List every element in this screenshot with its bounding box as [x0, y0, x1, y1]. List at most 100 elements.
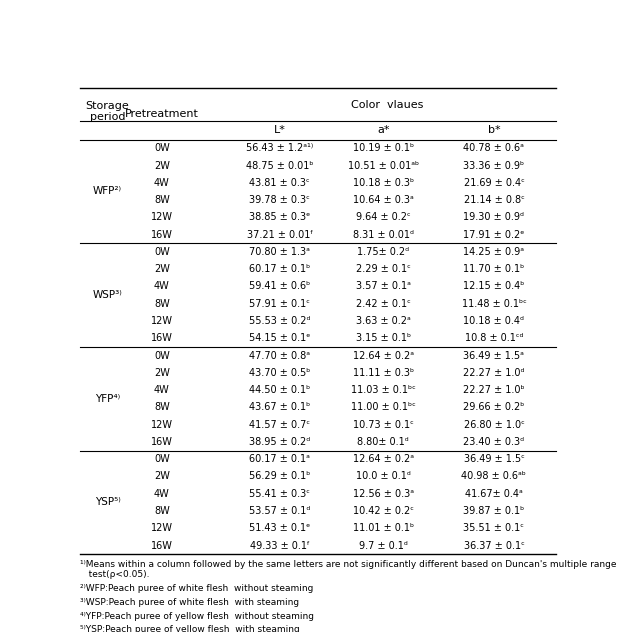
Text: 48.75 ± 0.01ᵇ: 48.75 ± 0.01ᵇ [246, 161, 314, 171]
Text: 11.03 ± 0.1ᵇᶜ: 11.03 ± 0.1ᵇᶜ [351, 385, 415, 395]
Text: 17.91 ± 0.2ᵉ: 17.91 ± 0.2ᵉ [463, 229, 525, 240]
Text: 12W: 12W [151, 523, 173, 533]
Text: 2.29 ± 0.1ᶜ: 2.29 ± 0.1ᶜ [356, 264, 410, 274]
Text: 3.57 ± 0.1ᵃ: 3.57 ± 0.1ᵃ [356, 281, 410, 291]
Text: 11.70 ± 0.1ᵇ: 11.70 ± 0.1ᵇ [463, 264, 525, 274]
Text: 56.43 ± 1.2ᵃ¹⁾: 56.43 ± 1.2ᵃ¹⁾ [246, 143, 314, 153]
Text: 12W: 12W [151, 420, 173, 430]
Text: 10.18 ± 0.4ᵈ: 10.18 ± 0.4ᵈ [463, 316, 524, 326]
Text: 43.70 ± 0.5ᵇ: 43.70 ± 0.5ᵇ [249, 368, 310, 378]
Text: 37.21 ± 0.01ᶠ: 37.21 ± 0.01ᶠ [247, 229, 313, 240]
Text: 16W: 16W [151, 229, 173, 240]
Text: 8W: 8W [154, 506, 170, 516]
Text: 40.98 ± 0.6ᵃᵇ: 40.98 ± 0.6ᵃᵇ [461, 471, 527, 482]
Text: 56.29 ± 0.1ᵇ: 56.29 ± 0.1ᵇ [249, 471, 310, 482]
Text: 4W: 4W [154, 178, 170, 188]
Text: ²⁾WFP:Peach puree of white flesh  without steaming: ²⁾WFP:Peach puree of white flesh without… [80, 585, 314, 593]
Text: b*: b* [487, 125, 501, 135]
Text: WFP²⁾: WFP²⁾ [93, 186, 122, 197]
Text: 8.31 ± 0.01ᵈ: 8.31 ± 0.01ᵈ [353, 229, 414, 240]
Text: 16W: 16W [151, 540, 173, 550]
Text: ³⁾WSP:Peach puree of white flesh  with steaming: ³⁾WSP:Peach puree of white flesh with st… [80, 598, 299, 607]
Text: L*: L* [274, 125, 286, 135]
Text: 36.49 ± 1.5ᵃ: 36.49 ± 1.5ᵃ [463, 351, 524, 360]
Text: 51.43 ± 0.1ᵉ: 51.43 ± 0.1ᵉ [249, 523, 310, 533]
Text: 0W: 0W [154, 351, 170, 360]
Text: 21.14 ± 0.8ᶜ: 21.14 ± 0.8ᶜ [463, 195, 524, 205]
Text: 44.50 ± 0.1ᵇ: 44.50 ± 0.1ᵇ [249, 385, 310, 395]
Text: 16W: 16W [151, 437, 173, 447]
Text: WSP³⁾: WSP³⁾ [93, 290, 122, 300]
Text: 12W: 12W [151, 212, 173, 222]
Text: 11.48 ± 0.1ᵇᶜ: 11.48 ± 0.1ᵇᶜ [461, 299, 527, 308]
Text: 11.00 ± 0.1ᵇᶜ: 11.00 ± 0.1ᵇᶜ [351, 403, 415, 412]
Text: 2W: 2W [154, 471, 170, 482]
Text: 8.80± 0.1ᵈ: 8.80± 0.1ᵈ [357, 437, 409, 447]
Text: 4W: 4W [154, 385, 170, 395]
Text: ¹⁾Means within a column followed by the same letters are not significantly diffe: ¹⁾Means within a column followed by the … [80, 560, 617, 580]
Text: YSP⁵⁾: YSP⁵⁾ [94, 497, 120, 507]
Text: 21.69 ± 0.4ᶜ: 21.69 ± 0.4ᶜ [463, 178, 524, 188]
Text: 10.42 ± 0.2ᶜ: 10.42 ± 0.2ᶜ [353, 506, 414, 516]
Text: Color  vlaues: Color vlaues [351, 100, 423, 109]
Text: 9.7 ± 0.1ᵈ: 9.7 ± 0.1ᵈ [359, 540, 407, 550]
Text: 10.73 ± 0.1ᶜ: 10.73 ± 0.1ᶜ [353, 420, 414, 430]
Text: 3.63 ± 0.2ᵃ: 3.63 ± 0.2ᵃ [356, 316, 410, 326]
Text: 4W: 4W [154, 281, 170, 291]
Text: 60.17 ± 0.1ᵃ: 60.17 ± 0.1ᵃ [249, 454, 310, 464]
Text: 9.64 ± 0.2ᶜ: 9.64 ± 0.2ᶜ [356, 212, 410, 222]
Text: 33.36 ± 0.9ᵇ: 33.36 ± 0.9ᵇ [463, 161, 525, 171]
Text: 40.78 ± 0.6ᵃ: 40.78 ± 0.6ᵃ [463, 143, 524, 153]
Text: 43.67 ± 0.1ᵇ: 43.67 ± 0.1ᵇ [249, 403, 310, 412]
Text: 11.11 ± 0.3ᵇ: 11.11 ± 0.3ᵇ [353, 368, 414, 378]
Text: 36.37 ± 0.1ᶜ: 36.37 ± 0.1ᶜ [463, 540, 524, 550]
Text: 10.18 ± 0.3ᵇ: 10.18 ± 0.3ᵇ [353, 178, 414, 188]
Text: 2.42 ± 0.1ᶜ: 2.42 ± 0.1ᶜ [356, 299, 410, 308]
Text: 55.53 ± 0.2ᵈ: 55.53 ± 0.2ᵈ [249, 316, 310, 326]
Text: 47.70 ± 0.8ᵃ: 47.70 ± 0.8ᵃ [249, 351, 310, 360]
Text: 0W: 0W [154, 143, 170, 153]
Text: 55.41 ± 0.3ᶜ: 55.41 ± 0.3ᶜ [249, 489, 310, 499]
Text: 38.95 ± 0.2ᵈ: 38.95 ± 0.2ᵈ [249, 437, 310, 447]
Text: 12.64 ± 0.2ᵃ: 12.64 ± 0.2ᵃ [353, 454, 414, 464]
Text: 2W: 2W [154, 368, 170, 378]
Text: 60.17 ± 0.1ᵇ: 60.17 ± 0.1ᵇ [249, 264, 310, 274]
Text: 39.87 ± 0.1ᵇ: 39.87 ± 0.1ᵇ [463, 506, 525, 516]
Text: 19.30 ± 0.9ᵈ: 19.30 ± 0.9ᵈ [463, 212, 524, 222]
Text: 26.80 ± 1.0ᶜ: 26.80 ± 1.0ᶜ [463, 420, 524, 430]
Text: 0W: 0W [154, 247, 170, 257]
Text: 2W: 2W [154, 161, 170, 171]
Text: 23.40 ± 0.3ᵈ: 23.40 ± 0.3ᵈ [463, 437, 525, 447]
Text: 22.27 ± 1.0ᵇ: 22.27 ± 1.0ᵇ [463, 385, 525, 395]
Text: 70.80 ± 1.3ᵃ: 70.80 ± 1.3ᵃ [249, 247, 310, 257]
Text: Pretreatment: Pretreatment [125, 109, 199, 119]
Text: 43.81 ± 0.3ᶜ: 43.81 ± 0.3ᶜ [250, 178, 310, 188]
Text: 10.64 ± 0.3ᵃ: 10.64 ± 0.3ᵃ [353, 195, 414, 205]
Text: 41.57 ± 0.7ᶜ: 41.57 ± 0.7ᶜ [249, 420, 310, 430]
Text: 22.27 ± 1.0ᵈ: 22.27 ± 1.0ᵈ [463, 368, 525, 378]
Text: 10.51 ± 0.01ᵃᵇ: 10.51 ± 0.01ᵃᵇ [348, 161, 419, 171]
Text: 12.15 ± 0.4ᵇ: 12.15 ± 0.4ᵇ [463, 281, 525, 291]
Text: 29.66 ± 0.2ᵇ: 29.66 ± 0.2ᵇ [463, 403, 525, 412]
Text: 10.8 ± 0.1ᶜᵈ: 10.8 ± 0.1ᶜᵈ [465, 333, 523, 343]
Text: 39.78 ± 0.3ᶜ: 39.78 ± 0.3ᶜ [250, 195, 310, 205]
Text: ⁴⁾YFP:Peach puree of yellow flesh  without steaming: ⁴⁾YFP:Peach puree of yellow flesh withou… [80, 612, 314, 621]
Text: 3.15 ± 0.1ᵇ: 3.15 ± 0.1ᵇ [356, 333, 411, 343]
Text: 11.01 ± 0.1ᵇ: 11.01 ± 0.1ᵇ [353, 523, 414, 533]
Text: 59.41 ± 0.6ᵇ: 59.41 ± 0.6ᵇ [249, 281, 310, 291]
Text: 12.64 ± 0.2ᵃ: 12.64 ± 0.2ᵃ [353, 351, 414, 360]
Text: 8W: 8W [154, 299, 170, 308]
Text: 12W: 12W [151, 316, 173, 326]
Text: 53.57 ± 0.1ᵈ: 53.57 ± 0.1ᵈ [249, 506, 310, 516]
Text: a*: a* [377, 125, 389, 135]
Text: 10.0 ± 0.1ᵈ: 10.0 ± 0.1ᵈ [356, 471, 410, 482]
Text: 41.67± 0.4ᵃ: 41.67± 0.4ᵃ [465, 489, 523, 499]
Text: 1.75± 0.2ᵈ: 1.75± 0.2ᵈ [357, 247, 409, 257]
Text: Storage
period: Storage period [86, 100, 129, 122]
Text: YFP⁴⁾: YFP⁴⁾ [95, 394, 120, 404]
Text: 4W: 4W [154, 489, 170, 499]
Text: 8W: 8W [154, 403, 170, 412]
Text: 12.56 ± 0.3ᵃ: 12.56 ± 0.3ᵃ [353, 489, 414, 499]
Text: 10.19 ± 0.1ᵇ: 10.19 ± 0.1ᵇ [353, 143, 414, 153]
Text: 2W: 2W [154, 264, 170, 274]
